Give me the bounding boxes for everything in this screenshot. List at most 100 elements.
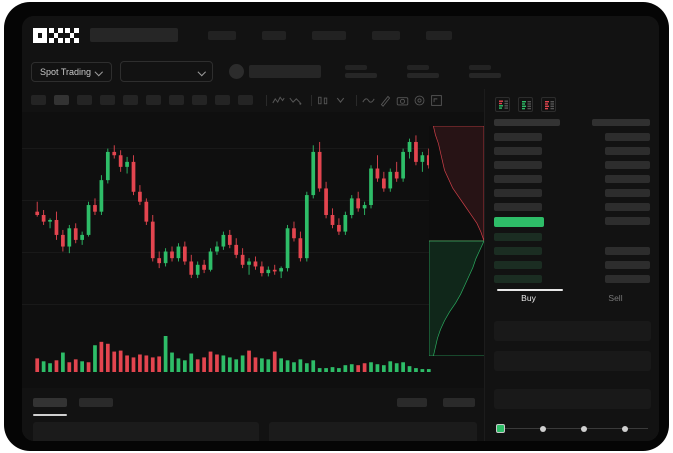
coin-avatar — [229, 64, 245, 79]
order-total-field[interactable] — [494, 389, 651, 409]
chart-type-icon[interactable] — [334, 94, 347, 107]
last-price-value — [249, 65, 322, 78]
orderbook-row-value — [605, 189, 650, 197]
settings-gear-icon[interactable] — [413, 94, 426, 107]
drawing-tools-icon[interactable] — [379, 94, 392, 107]
orderbook-row[interactable] — [494, 261, 542, 269]
tab-sell[interactable]: Sell — [608, 293, 623, 303]
orderbook-row-value — [605, 275, 650, 283]
orderbook-mode-bids[interactable] — [518, 97, 533, 112]
market-type-label: Spot Trading — [40, 66, 92, 77]
timeframe-chip-1[interactable] — [31, 95, 46, 105]
amount-percent-slider[interactable] — [496, 424, 648, 433]
compare-icon[interactable] — [289, 94, 302, 107]
orderbook-header-left — [494, 119, 560, 126]
timeframe-chip-9[interactable] — [215, 95, 230, 105]
stat-label — [469, 65, 492, 70]
bottom-panel-left[interactable] — [33, 422, 259, 441]
templates-icon[interactable] — [317, 94, 330, 107]
chart-toolbar — [22, 89, 659, 111]
nav-item-5[interactable] — [426, 30, 452, 40]
market-stats — [345, 65, 502, 78]
timeframe-chip-4[interactable] — [100, 95, 115, 105]
orderbook-row-value — [605, 261, 650, 269]
orderbook-row[interactable] — [494, 189, 542, 197]
volume-series — [35, 336, 431, 372]
orderbook-row[interactable] — [494, 203, 542, 211]
orderbook-row[interactable] — [494, 161, 542, 169]
orderbook-row[interactable] — [494, 247, 542, 255]
logo-letter-x — [65, 27, 79, 43]
chevron-down-icon — [199, 68, 206, 75]
nav-item-3[interactable] — [312, 30, 346, 40]
timeframe-chip-7[interactable] — [169, 95, 184, 105]
grid-line — [22, 304, 484, 305]
depth-chart — [429, 126, 484, 356]
market-type-selector[interactable]: Spot Trading — [31, 61, 113, 82]
tab-active-underline — [33, 414, 67, 416]
candlestick-series — [35, 135, 431, 279]
orderbook-mode-asks[interactable] — [541, 97, 556, 112]
orders-panel — [22, 388, 484, 441]
camera-icon[interactable] — [396, 94, 409, 107]
bottom-panel-right[interactable] — [269, 422, 477, 441]
tab-buy[interactable]: Buy — [521, 293, 536, 303]
market-stat-1 — [345, 65, 378, 78]
logo-letter-o — [33, 27, 47, 43]
indicators-icon[interactable] — [272, 94, 285, 107]
market-subbar: Spot Trading — [22, 54, 659, 89]
tab-open-orders[interactable] — [33, 398, 67, 407]
toolbar-divider — [356, 94, 357, 106]
timeframe-chip-10[interactable] — [238, 95, 253, 105]
orderbook-row[interactable] — [494, 133, 542, 141]
stat-label — [345, 65, 368, 70]
orderbook-view-modes — [495, 97, 556, 112]
grid-line — [22, 148, 484, 149]
order-amount-field[interactable] — [494, 351, 651, 371]
orderbook-row[interactable] — [494, 147, 542, 155]
slider-stop-50[interactable] — [581, 425, 587, 432]
okx-logo[interactable] — [33, 27, 79, 43]
chevron-down-icon — [96, 68, 103, 75]
tab-order-history[interactable] — [79, 398, 113, 407]
timeframe-chip-8[interactable] — [192, 95, 207, 105]
timeframe-chip-6[interactable] — [146, 95, 161, 105]
trading-pair-selector[interactable] — [120, 61, 214, 82]
slider-track — [500, 428, 648, 429]
timeframe-chip-5[interactable] — [123, 95, 138, 105]
market-stat-2 — [407, 65, 440, 78]
orderbook-row-value — [605, 133, 650, 141]
timeframe-chip-2[interactable] — [54, 95, 69, 105]
nav-item-4[interactable] — [372, 30, 400, 40]
timeframe-chip-3[interactable] — [77, 95, 92, 105]
slider-stop-25[interactable] — [540, 425, 546, 432]
fullscreen-icon[interactable] — [430, 94, 443, 107]
slider-stop-75[interactable] — [622, 425, 628, 432]
orderbook-row[interactable] — [494, 233, 542, 241]
toolbar-divider — [311, 94, 312, 106]
orderbook-row[interactable] — [494, 175, 542, 183]
line-chart-icon[interactable] — [362, 94, 375, 107]
orderbook-row-value — [605, 203, 650, 211]
bottom-action-2[interactable] — [443, 398, 475, 407]
logo-letter-k — [49, 27, 63, 43]
orderbook-row[interactable] — [494, 217, 544, 227]
slider-handle[interactable] — [496, 424, 505, 433]
order-price-field[interactable] — [494, 321, 651, 341]
orderbook-mode-both[interactable] — [495, 97, 510, 112]
orderbook-row-value — [605, 161, 650, 169]
orderbook-row-value — [605, 247, 650, 255]
market-stat-3 — [469, 65, 502, 78]
device-bezel: Spot Trading — [4, 2, 669, 451]
buy-tab-underline — [497, 289, 563, 291]
header-search-input[interactable] — [90, 28, 178, 42]
nav-item-2[interactable] — [262, 30, 286, 40]
nav-item-1[interactable] — [208, 30, 236, 40]
stat-value — [469, 73, 502, 78]
bottom-action-1[interactable] — [397, 398, 427, 407]
orderbook-row-value — [605, 217, 650, 225]
price-chart-area[interactable] — [22, 112, 484, 388]
app-header — [22, 16, 659, 54]
orderbook-row[interactable] — [494, 275, 542, 283]
